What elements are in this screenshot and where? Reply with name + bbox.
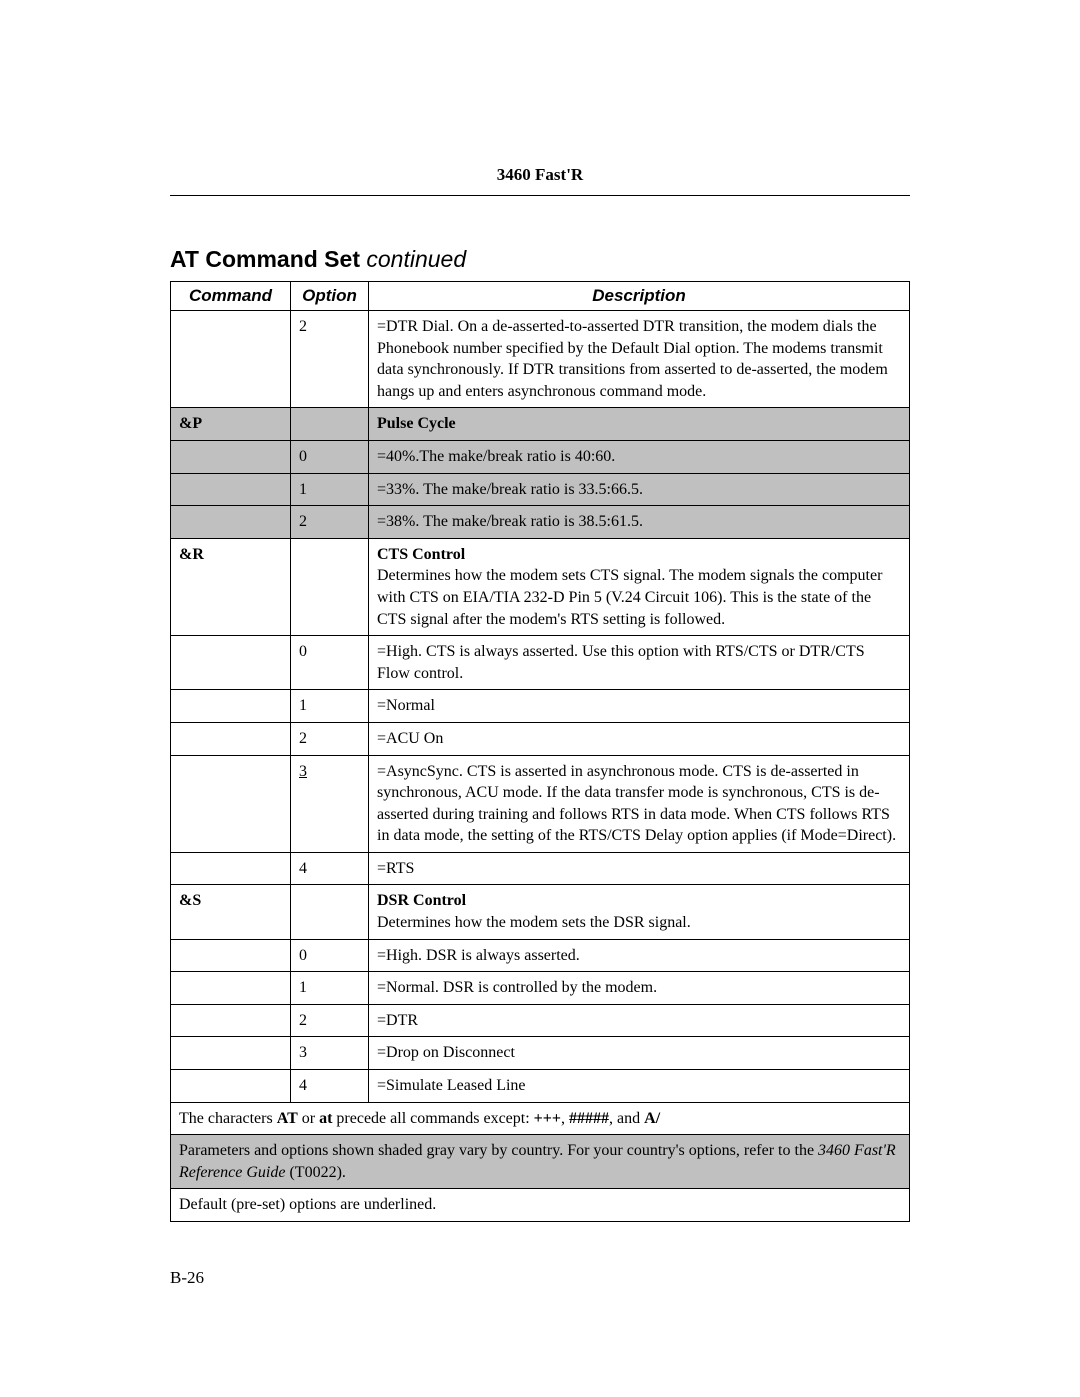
table-row: 1=Normal: [171, 690, 910, 723]
table-row: 2=DTR: [171, 1004, 910, 1037]
header-rule: [170, 195, 910, 196]
option-cell: 4: [291, 852, 369, 885]
desc-cell: DSR Control Determines how the modem sets…: [369, 885, 910, 939]
table-row: 2=38%. The make/break ratio is 38.5:61.5…: [171, 506, 910, 539]
table-row: 0=High. DSR is always asserted.: [171, 939, 910, 972]
desc-cell: =High. CTS is always asserted. Use this …: [369, 636, 910, 690]
option-cell: 3: [291, 1037, 369, 1070]
option-cell: 1: [291, 972, 369, 1005]
desc-cell: =38%. The make/break ratio is 38.5:61.5.: [369, 506, 910, 539]
option-cell: 2: [291, 311, 369, 408]
desc-cell: =Simulate Leased Line: [369, 1070, 910, 1103]
desc-cell: =33%. The make/break ratio is 33.5:66.5.: [369, 473, 910, 506]
desc-intro: Determines how the modem sets the DSR si…: [377, 914, 691, 931]
page-number: B-26: [170, 1268, 910, 1288]
desc-cell: =Normal. DSR is controlled by the modem.: [369, 972, 910, 1005]
option-cell: 2: [291, 506, 369, 539]
option-cell: 1: [291, 690, 369, 723]
desc-cell: CTS Control Determines how the modem sets…: [369, 538, 910, 635]
option-cell: 0: [291, 440, 369, 473]
footnote-3: Default (pre-set) options are underlined…: [171, 1189, 910, 1222]
desc-title: DSR Control: [377, 892, 466, 909]
command-cell: &P: [171, 408, 291, 441]
col-option: Option: [291, 282, 369, 311]
col-command: Command: [171, 282, 291, 311]
footnote-row: Parameters and options shown shaded gray…: [171, 1135, 910, 1189]
table-row: 1=33%. The make/break ratio is 33.5:66.5…: [171, 473, 910, 506]
desc-title: CTS Control: [377, 546, 465, 563]
table-row-header: &P Pulse Cycle: [171, 408, 910, 441]
at-command-table: Command Option Description 2 =DTR Dial. …: [170, 281, 910, 1222]
col-description: Description: [369, 282, 910, 311]
table-row-header: &R CTS Control Determines how the modem s…: [171, 538, 910, 635]
footnote-row: The characters AT or at precede all comm…: [171, 1102, 910, 1135]
desc-cell: =DTR Dial. On a de-asserted-to-asserted …: [369, 311, 910, 408]
section-title-main: AT Command Set: [170, 246, 360, 272]
section-title: AT Command Set continued: [170, 246, 910, 273]
section-title-cont: continued: [360, 246, 466, 272]
option-cell: 0: [291, 939, 369, 972]
option-cell: 1: [291, 473, 369, 506]
table-row: 2 =DTR Dial. On a de-asserted-to-asserte…: [171, 311, 910, 408]
option-cell: 2: [291, 722, 369, 755]
page-header: 3460 Fast'R: [170, 165, 910, 195]
desc-cell: =40%.The make/break ratio is 40:60.: [369, 440, 910, 473]
option-cell: 2: [291, 1004, 369, 1037]
option-underlined: 3: [299, 763, 307, 780]
table-row: 1=Normal. DSR is controlled by the modem…: [171, 972, 910, 1005]
table-row: 4=Simulate Leased Line: [171, 1070, 910, 1103]
desc-cell: =ACU On: [369, 722, 910, 755]
desc-cell: =Drop on Disconnect: [369, 1037, 910, 1070]
table-row: 4=RTS: [171, 852, 910, 885]
table-row: 0=High. CTS is always asserted. Use this…: [171, 636, 910, 690]
option-cell: 3: [291, 755, 369, 852]
table-row-header: &S DSR Control Determines how the modem s…: [171, 885, 910, 939]
desc-intro: Determines how the modem sets CTS signal…: [377, 567, 882, 627]
desc-title-cell: Pulse Cycle: [369, 408, 910, 441]
table-row: 3=Drop on Disconnect: [171, 1037, 910, 1070]
table-header-row: Command Option Description: [171, 282, 910, 311]
desc-cell: =High. DSR is always asserted.: [369, 939, 910, 972]
option-cell: 0: [291, 636, 369, 690]
desc-cell: =Normal: [369, 690, 910, 723]
table-row: 0=40%.The make/break ratio is 40:60.: [171, 440, 910, 473]
option-cell: 4: [291, 1070, 369, 1103]
footnote-row: Default (pre-set) options are underlined…: [171, 1189, 910, 1222]
command-cell: &S: [171, 885, 291, 939]
desc-cell: =AsyncSync. CTS is asserted in asynchron…: [369, 755, 910, 852]
desc-cell: =RTS: [369, 852, 910, 885]
table-row: 2=ACU On: [171, 722, 910, 755]
desc-cell: =DTR: [369, 1004, 910, 1037]
command-cell: &R: [171, 538, 291, 635]
table-row: 3 =AsyncSync. CTS is asserted in asynchro…: [171, 755, 910, 852]
footnote-2: Parameters and options shown shaded gray…: [171, 1135, 910, 1189]
footnote-1: The characters AT or at precede all comm…: [171, 1102, 910, 1135]
